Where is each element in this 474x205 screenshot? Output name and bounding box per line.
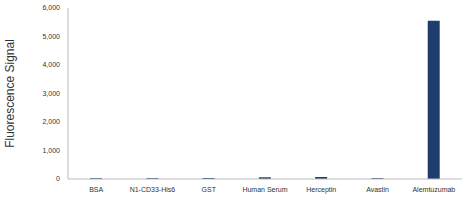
svg-text:1,000: 1,000	[42, 147, 60, 154]
svg-text:GST: GST	[202, 186, 217, 193]
svg-text:BSA: BSA	[89, 186, 103, 193]
svg-text:0: 0	[56, 175, 60, 182]
svg-text:Herceptin: Herceptin	[306, 186, 336, 194]
svg-text:4,000: 4,000	[42, 61, 60, 68]
svg-text:Fluorescence Signal: Fluorescence Signal	[8, 39, 17, 148]
svg-text:3,000: 3,000	[42, 90, 60, 97]
svg-text:Alemtuzumab: Alemtuzumab	[412, 186, 455, 193]
svg-text:N1-CD33-His6: N1-CD33-His6	[130, 186, 176, 193]
svg-text:Human Serum: Human Serum	[242, 186, 287, 193]
svg-text:2,000: 2,000	[42, 118, 60, 125]
svg-text:5,000: 5,000	[42, 33, 60, 40]
svg-text:Avastin: Avastin	[366, 186, 389, 193]
svg-text:6,000: 6,000	[42, 4, 60, 11]
